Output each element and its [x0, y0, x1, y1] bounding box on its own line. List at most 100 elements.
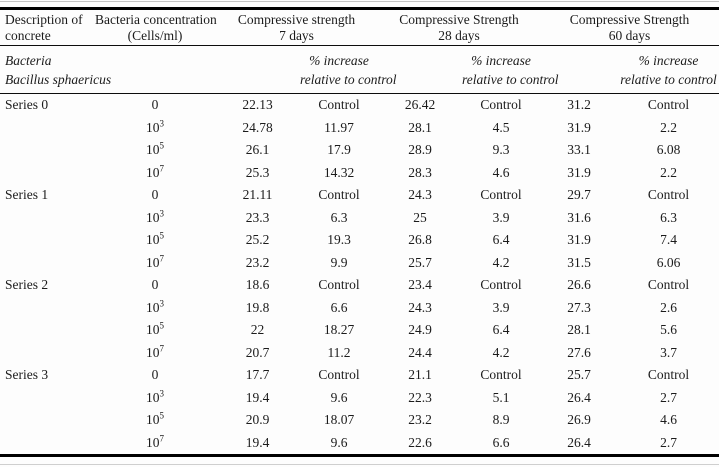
cell-strength-60d: 31.9: [567, 164, 591, 180]
cell-pct-60d: 5.6: [660, 322, 677, 338]
table-row: 103 19.4 9.6 22.3 5.1 26.4 2.7: [0, 387, 719, 410]
cell-strength-7d: 19.4: [245, 434, 270, 450]
cell-series-name: Series 2: [5, 277, 49, 293]
cell-pct-60d: Control: [647, 367, 690, 383]
cell-pct-28d: Control: [480, 187, 522, 203]
cell-pct-28d: Control: [480, 97, 522, 113]
header-description-line1: Description of: [5, 11, 83, 27]
header-strength-7d: Compressive strength 7 days: [215, 8, 378, 46]
cell-strength-60d: 31.9: [567, 232, 591, 248]
cell-series-name: [0, 319, 95, 342]
cell-strength-7d: 25.3: [245, 164, 270, 180]
cell-series-name: [0, 117, 95, 140]
cell-series-name: Series 3: [5, 367, 49, 383]
cell-pct-7d: 14.32: [323, 164, 355, 180]
bacteria-label: Bacteria: [5, 52, 52, 68]
cell-strength-7d: 23.2: [245, 254, 270, 270]
header-description: Description of concrete: [0, 8, 95, 46]
cell-strength-28d: 24.3: [408, 299, 432, 315]
cell-pct-28d: 6.6: [492, 434, 510, 450]
cell-pct-60d: 2.2: [660, 164, 677, 180]
header-strength-28d-line2: 28 days: [438, 27, 480, 43]
cell-concentration: 105: [95, 409, 215, 432]
cell-concentration: 103: [95, 387, 215, 410]
concentration-base: 0: [151, 97, 159, 113]
cell-concentration: 105: [95, 139, 215, 162]
cell-pct-7d: Control: [318, 97, 360, 113]
concentration-base: 10: [146, 164, 160, 180]
cell-pct-28d: 6.4: [492, 232, 510, 248]
subheader-pct-28d: % increase relative to control: [462, 45, 558, 94]
table-row: 103 24.78 11.97 28.1 4.5 31.9 2.2: [0, 117, 719, 140]
header-strength-60d-line1: Compressive Strength: [569, 11, 690, 27]
cell-pct-60d: 2.6: [660, 299, 677, 315]
cell-pct-28d: 4.2: [492, 344, 510, 360]
cell-pct-28d: 3.9: [492, 299, 510, 315]
cell-strength-7d: 22: [250, 322, 265, 338]
cell-pct-7d: Control: [318, 277, 360, 293]
cell-strength-7d: 26.1: [245, 142, 270, 158]
cell-strength-28d: 24.3: [408, 187, 432, 203]
cell-strength-28d: 24.4: [408, 344, 432, 360]
cell-strength-28d: 24.9: [408, 322, 432, 338]
cell-concentration: 103: [95, 117, 215, 140]
concentration-base: 10: [146, 389, 160, 405]
cell-pct-28d: 6.4: [492, 322, 510, 338]
concentration-exponent: 5: [159, 320, 165, 331]
cell-pct-60d: 4.6: [660, 412, 677, 428]
cell-strength-60d: 31.6: [567, 209, 591, 225]
cell-concentration: 0: [95, 274, 215, 297]
cell-strength-60d: 26.9: [567, 412, 591, 428]
compressive-strength-table: Description of concrete Bacteria concent…: [0, 7, 719, 457]
cell-strength-7d: 17.7: [245, 367, 270, 383]
cell-concentration: 107: [95, 252, 215, 275]
cell-pct-7d: 6.6: [330, 299, 348, 315]
top-gray-rule: [0, 1, 719, 2]
cell-concentration: 105: [95, 319, 215, 342]
cell-series-name: [0, 297, 95, 320]
subheader-spacer-7d: [215, 45, 300, 94]
cell-strength-28d: 28.9: [408, 142, 432, 158]
cell-pct-60d: 2.2: [660, 119, 677, 135]
subheader-pct-7d: % increase relative to control: [300, 45, 396, 94]
concentration-base: 10: [146, 142, 160, 158]
cell-strength-7d: 25.2: [245, 232, 270, 248]
table-row: 107 19.4 9.6 22.6 6.6 26.4 2.7: [0, 432, 719, 456]
cell-concentration: 107: [95, 432, 215, 456]
cell-strength-60d: 29.7: [567, 187, 591, 203]
cell-strength-28d: 25.7: [408, 254, 432, 270]
cell-pct-7d: 19.3: [327, 232, 351, 248]
header-strength-7d-line1: Compressive strength: [237, 11, 356, 27]
cell-pct-28d: 9.3: [492, 142, 510, 158]
concentration-exponent: 7: [159, 253, 165, 264]
cell-pct-60d: Control: [647, 97, 690, 113]
cell-pct-60d: 2.7: [660, 389, 677, 405]
cell-strength-60d: 26.4: [567, 434, 591, 450]
header-strength-60d-line2: 60 days: [608, 27, 651, 43]
cell-pct-60d: Control: [647, 277, 690, 293]
cell-strength-60d: 33.1: [567, 142, 591, 158]
cell-pct-7d: 11.97: [324, 119, 354, 135]
concentration-base: 10: [146, 434, 160, 450]
cell-series-name: [0, 342, 95, 365]
concentration-exponent: 3: [159, 298, 165, 309]
concentration-exponent: 7: [159, 433, 165, 444]
cell-pct-28d: 5.1: [492, 389, 510, 405]
concentration-exponent: 5: [159, 140, 165, 151]
cell-strength-28d: 22.3: [408, 389, 432, 405]
table-row: 105 26.1 17.9 28.9 9.3 33.1 6.08: [0, 139, 719, 162]
cell-strength-60d: 31.9: [567, 119, 591, 135]
cell-series-name: [0, 207, 95, 230]
cell-strength-28d: 23.2: [408, 412, 432, 428]
pct-7d-line1: % increase: [309, 52, 369, 68]
cell-series-name: Series 0: [5, 97, 49, 113]
cell-pct-7d: 11.2: [327, 344, 351, 360]
cell-pct-7d: 9.6: [330, 434, 348, 450]
concentration-base: 10: [146, 209, 160, 225]
cell-concentration: 0: [95, 94, 215, 117]
header-concentration-line2: (Cells/ml): [127, 27, 183, 43]
cell-strength-60d: 26.4: [567, 389, 591, 405]
cell-concentration: 0: [95, 364, 215, 387]
cell-series-name: [0, 432, 95, 456]
